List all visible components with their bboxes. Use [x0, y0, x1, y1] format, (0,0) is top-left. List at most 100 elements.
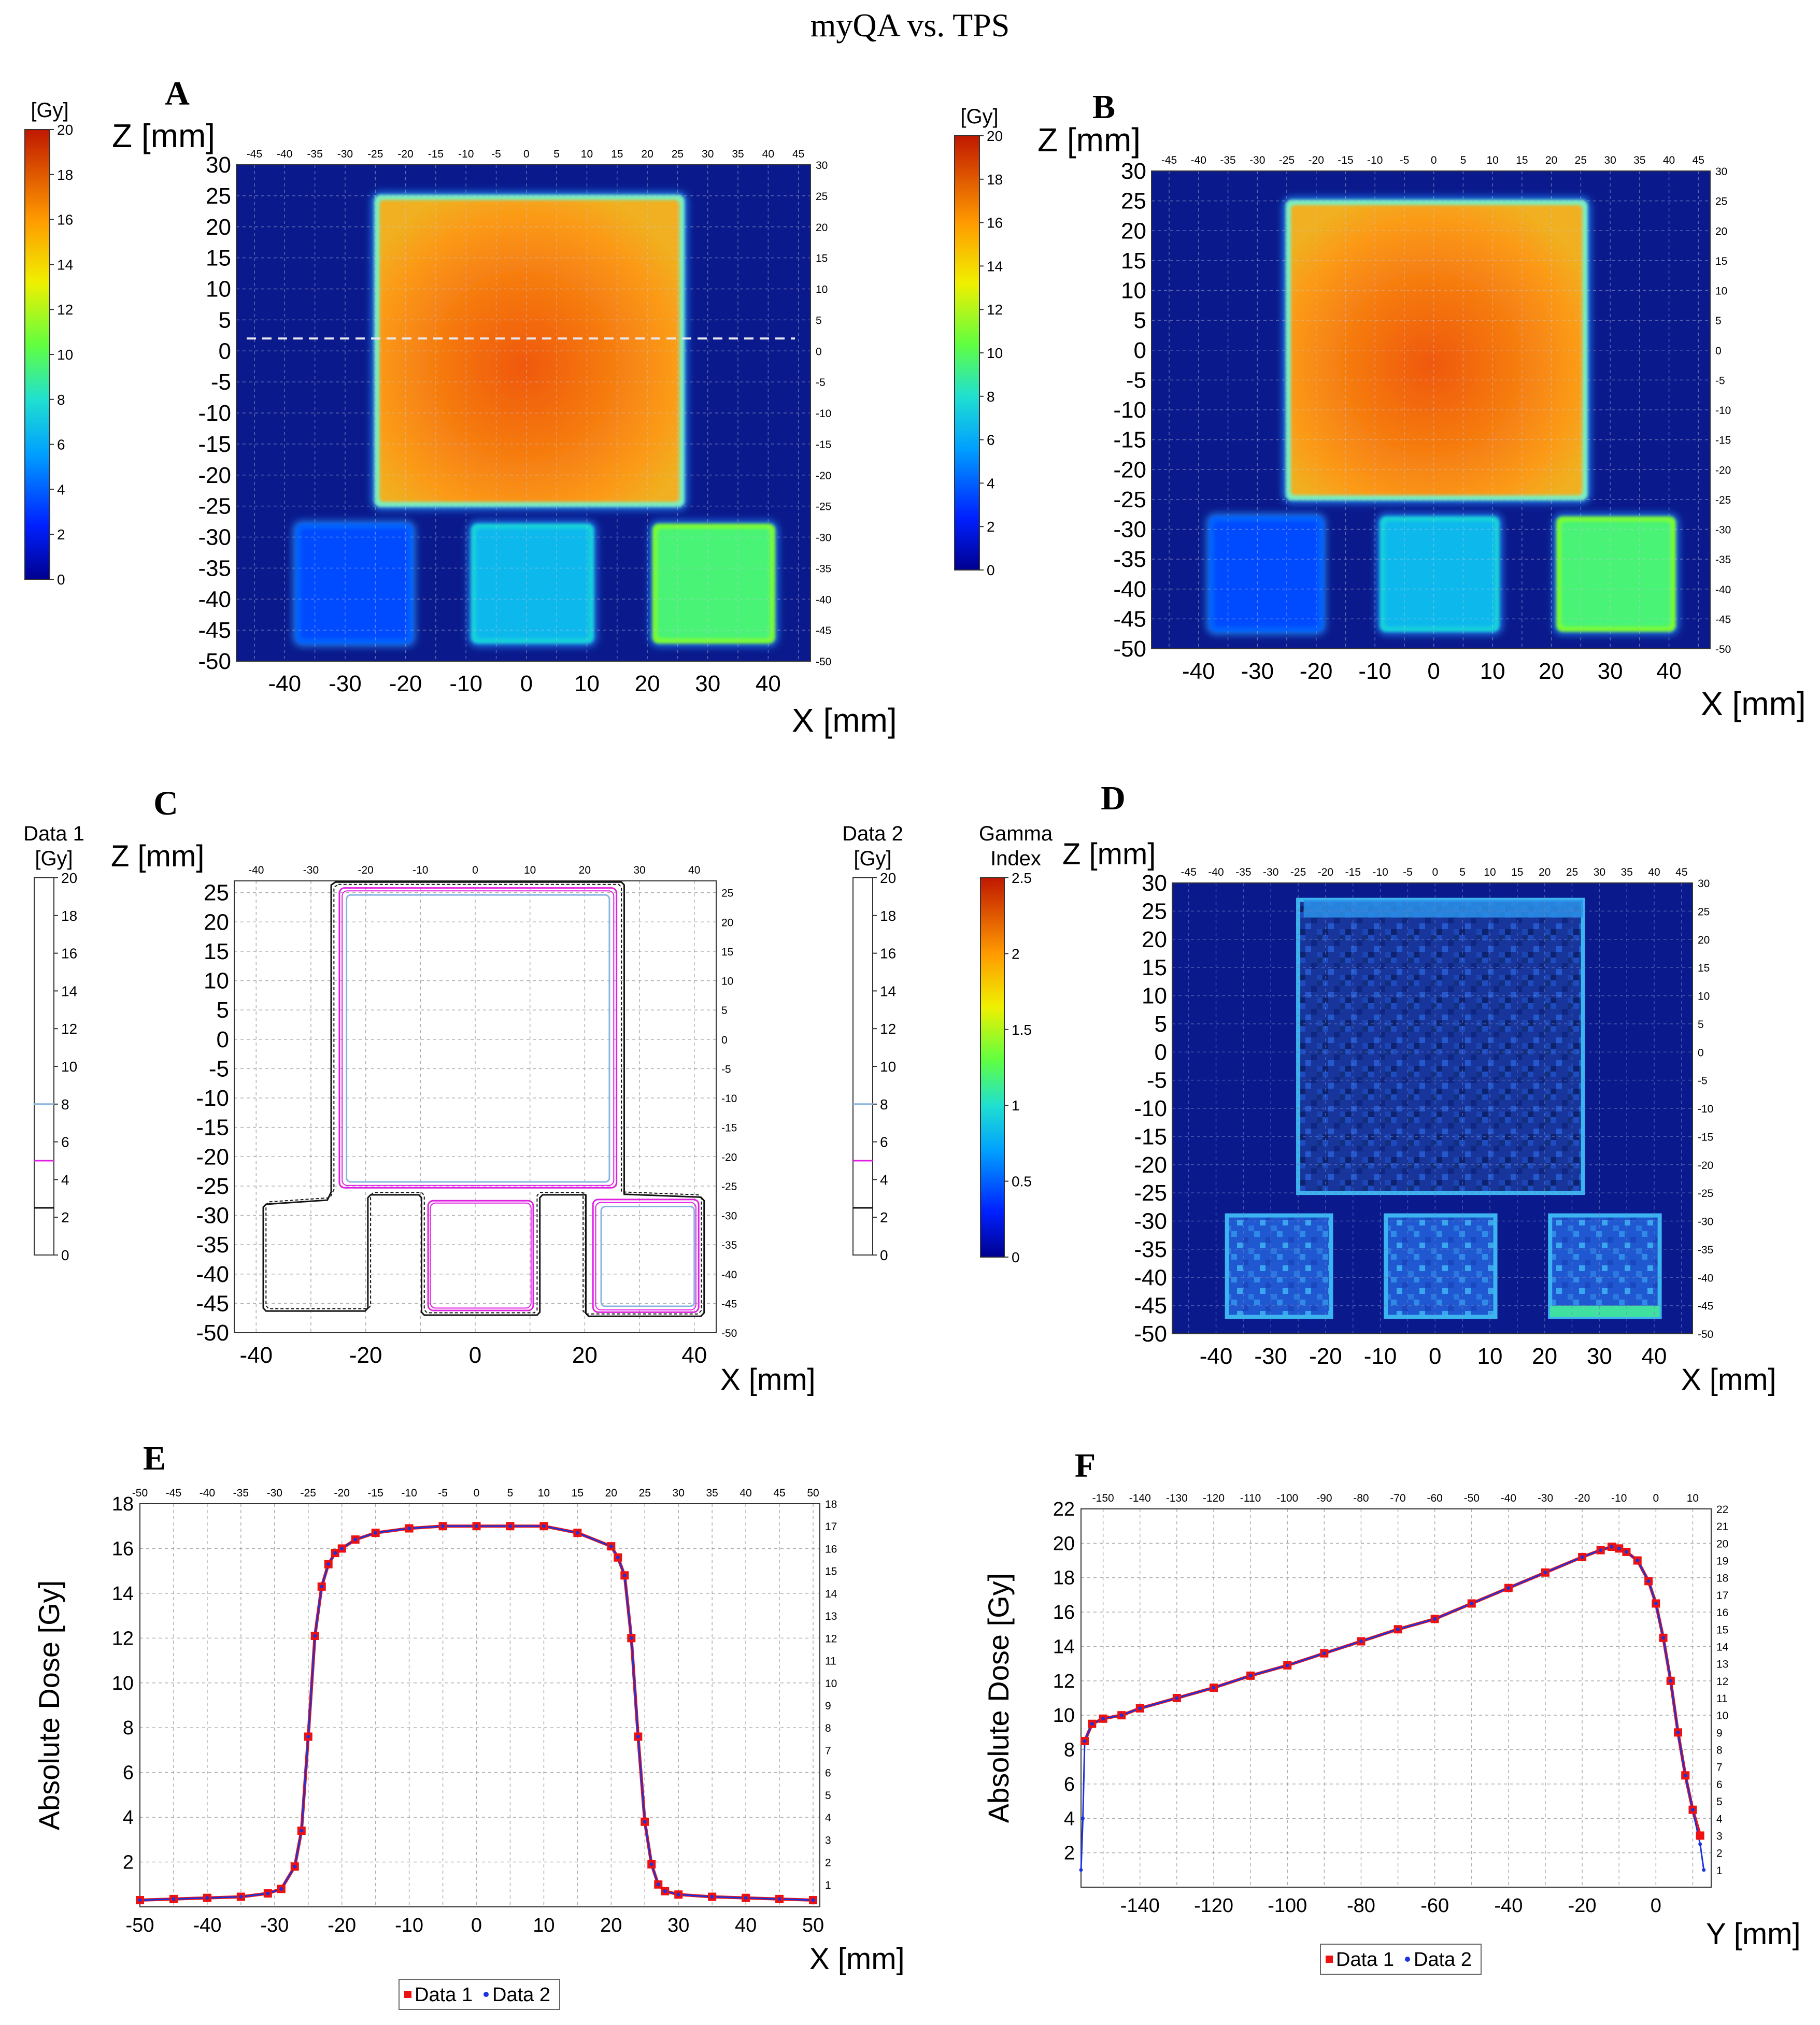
data-point	[1696, 1831, 1704, 1840]
legend: Data 1 Data 2	[1320, 1944, 1482, 1975]
data-point	[676, 1892, 680, 1896]
legend-marker-data-2	[1405, 1957, 1410, 1962]
x-tick-label-top: -40	[277, 148, 292, 160]
x-tick-label: 40	[735, 1915, 757, 1936]
y-tick-label-right: 15	[721, 946, 733, 958]
y-tick-label-right: 30	[816, 160, 828, 172]
x-tick-label: 0	[469, 1343, 481, 1368]
grid-lines	[1172, 882, 1693, 1334]
colorbar-tick-label: 0	[987, 562, 995, 578]
dose-field-core	[379, 199, 680, 502]
x-tick-label-top: -35	[307, 148, 322, 160]
data-point	[1676, 1730, 1680, 1734]
x-tick-label: 20	[635, 671, 660, 696]
data-point	[1698, 1842, 1702, 1846]
colorbar-tick-label: 0.5	[1012, 1174, 1032, 1190]
panel-letter: B	[1092, 88, 1115, 126]
data-point	[475, 1524, 479, 1528]
y-tick-label-right: -45	[1698, 1301, 1713, 1313]
y-tick-label: 8	[123, 1717, 134, 1739]
x-tick-label-top: -5	[438, 1487, 448, 1499]
y-tick-label: 5	[1155, 1011, 1167, 1037]
y-tick-label-right: 15	[816, 253, 828, 265]
colorbar-tick-label: 0	[880, 1247, 888, 1263]
data-point	[1636, 1559, 1640, 1563]
colorbar-tick-label: 6	[880, 1134, 888, 1150]
x-tick-label-top: 5	[507, 1487, 514, 1499]
x-tick-label: -10	[395, 1915, 423, 1936]
y-tick-label-right: -35	[1715, 554, 1731, 566]
data-point	[205, 1896, 209, 1900]
x-tick-label: -20	[1300, 659, 1333, 684]
y-tick-label-right: -35	[816, 563, 831, 575]
x-tick-label-top: 0	[523, 148, 530, 160]
data-point	[1212, 1686, 1216, 1690]
axis-label-x: X [mm]	[792, 702, 897, 739]
y-tick-label-right: 18	[825, 1499, 837, 1510]
y-tick-label: 5	[217, 997, 229, 1023]
legend-box	[399, 1979, 560, 2010]
dose-field-core	[1214, 521, 1318, 627]
y-tick-label: -5	[1126, 367, 1146, 393]
y-tick-label: 10	[204, 968, 229, 994]
y-tick-label-right: 1	[1716, 1865, 1723, 1877]
x-tick-label-top: -35	[1220, 154, 1235, 166]
colorbar-tick-label: 0	[61, 1247, 69, 1263]
x-tick-label: 40	[1656, 659, 1682, 684]
panel-C: C-40 -30 -20 -10 0 10 20 30 40-40 -20 0 20 402520151…	[23, 785, 903, 1396]
isodose-contour-5gy-field2	[427, 1200, 534, 1311]
panel-letter: A	[165, 75, 190, 112]
y-tick-label: -45	[198, 618, 231, 643]
plot-frame	[1080, 1508, 1712, 1888]
y-tick-label: 0	[1134, 338, 1146, 363]
y-tick-label: -15	[1113, 427, 1146, 453]
y-tick-label: 30	[1142, 871, 1167, 896]
data-point	[663, 1889, 667, 1893]
colorbar-tick-label: 8	[880, 1096, 888, 1113]
isodose-contour-5gy-field2-data2	[430, 1202, 532, 1309]
axis-label-x: X [mm]	[720, 1363, 816, 1396]
x-tick-label: -20	[1309, 1344, 1342, 1369]
y-tick-label: -5	[209, 1056, 229, 1081]
x-tick-label: 40	[681, 1343, 707, 1368]
data-point	[1610, 1545, 1614, 1549]
y-tick-label-right: 6	[1716, 1779, 1723, 1791]
axis-label-x: X [mm]	[1681, 1363, 1776, 1396]
colorbar-tick-label: 16	[987, 215, 1003, 231]
x-tick-label: 40	[756, 671, 781, 696]
data-point	[1322, 1651, 1326, 1656]
y-tick-label: 4	[1064, 1808, 1075, 1830]
y-tick-label-right: 1	[825, 1879, 831, 1891]
y-tick-label-right: 20	[1715, 225, 1727, 237]
y-tick-label: -40	[196, 1262, 229, 1287]
x-tick-label: -80	[1347, 1895, 1375, 1917]
isodose-colorbar-left-label: [Gy]	[35, 847, 73, 870]
y-tick-label-right: 6	[825, 1767, 831, 1779]
x-tick-label-top: -70	[1390, 1492, 1405, 1504]
dose-fields	[1206, 196, 1679, 635]
x-tick-label-top: 20	[1539, 866, 1551, 878]
colorbar-tick-label: 16	[57, 212, 73, 228]
colorbar-tick-label: 14	[987, 258, 1003, 274]
colorbar-tick-label: 2	[57, 526, 65, 543]
y-tick-label-right: 10	[1716, 1710, 1728, 1722]
colorbar-tick-label: 10	[987, 345, 1003, 361]
data-point	[172, 1897, 176, 1901]
y-tick-label: 20	[1053, 1533, 1075, 1555]
colorbar-tick-label: 2	[987, 519, 995, 535]
x-tick-label-top: 10	[581, 148, 593, 160]
x-tick-label: -10	[1358, 659, 1391, 684]
data-point	[1079, 1868, 1083, 1872]
data-point	[609, 1544, 613, 1548]
y-tick-label-right: -30	[721, 1210, 737, 1222]
y-tick-label: 20	[1121, 218, 1146, 244]
legend: Data 1 Data 2	[399, 1979, 560, 2010]
isodose-contour-8gy-main	[346, 894, 610, 1183]
y-tick-label-right: 16	[825, 1543, 837, 1555]
x-tick-label: 20	[1532, 1344, 1557, 1369]
y-tick-label: -20	[1113, 457, 1146, 482]
data-point	[575, 1531, 579, 1535]
colorbar-tick-label: 16	[880, 946, 896, 962]
